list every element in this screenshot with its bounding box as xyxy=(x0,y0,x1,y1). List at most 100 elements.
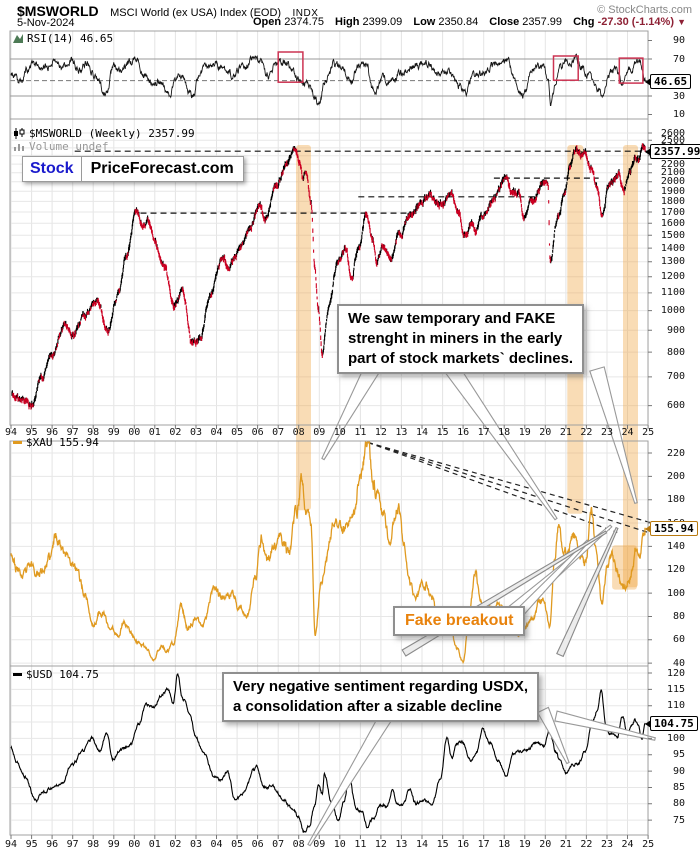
usd-legend: $USD 104.75 xyxy=(13,668,99,681)
rsi-legend: RSI(14) 46.65 xyxy=(13,32,113,45)
xau-value-tag: 155.94 xyxy=(645,521,698,536)
axis-tick-label: 220 xyxy=(666,447,685,459)
year-label: 06 xyxy=(251,427,264,438)
axis-tick-label: 1400 xyxy=(660,242,685,254)
usd-legend-label: $USD 104.75 xyxy=(26,668,99,681)
price-legend: $MSWORLD (Weekly) 2357.99 xyxy=(13,127,195,140)
callout-arrow xyxy=(445,363,558,521)
axis-tick-label: 75 xyxy=(672,814,685,826)
year-label: 11 xyxy=(354,427,367,438)
xau-line-icon xyxy=(13,441,22,444)
index-name: MSCI World (ex USA) Index (EOD) xyxy=(110,7,282,19)
highlight-band xyxy=(623,145,638,588)
year-label: 13 xyxy=(395,839,408,850)
year-label: 09 xyxy=(313,427,326,438)
year-label: 04 xyxy=(210,427,223,438)
year-label: 95 xyxy=(25,427,38,438)
x-axis-labels-mid: 94 95 96 97 98 99 00 01 02 03 04 05 06 07 08 09 10 11 12 13… xyxy=(0,427,700,439)
axis-tick-label: 2500 xyxy=(660,134,685,146)
axis-tick-label: 1800 xyxy=(660,195,685,207)
high-label: High xyxy=(335,16,360,28)
year-label: 08 xyxy=(292,839,305,850)
axis-tick-label: 1200 xyxy=(660,271,685,283)
year-label: 00 xyxy=(128,839,141,850)
year-label: 24 xyxy=(621,427,634,438)
year-label: 22 xyxy=(580,839,593,850)
axis-tick-label: 700 xyxy=(666,371,685,383)
ohlc-quote-row: Open 2374.75 High 2399.09 Low 2350.84 Cl… xyxy=(253,16,686,28)
year-label: 07 xyxy=(272,427,285,438)
callout-arrow xyxy=(556,526,619,658)
year-label: 19 xyxy=(518,839,531,850)
volume-legend: Volume undef xyxy=(13,140,108,153)
callout-arrow xyxy=(536,706,570,765)
close-value: 2357.99 xyxy=(522,16,563,28)
year-label: 14 xyxy=(415,427,429,438)
price-legend-label: $MSWORLD (Weekly) 2357.99 xyxy=(29,127,195,140)
fake-breakout-label: Fake breakout xyxy=(393,606,526,636)
open-value: 2374.75 xyxy=(284,16,324,28)
axis-tick-label: 900 xyxy=(666,324,685,336)
highlight-band xyxy=(296,145,311,511)
usd-line-icon xyxy=(13,673,22,676)
xau-series xyxy=(10,441,646,665)
axis-tick-label: 1700 xyxy=(660,206,685,218)
year-label: 20 xyxy=(539,427,552,438)
year-label: 07 xyxy=(272,839,285,850)
axis-tick-label: 140 xyxy=(666,540,685,552)
year-label: 24 xyxy=(621,839,634,850)
axis-tick-label: 60 xyxy=(672,634,685,646)
axis-tick-label: 10 xyxy=(672,109,685,120)
year-label: 25 xyxy=(642,427,655,438)
year-label: 16 xyxy=(457,427,470,438)
year-label: 25 xyxy=(642,839,655,850)
axis-tick-label: 800 xyxy=(666,346,685,358)
usdx-annotation-box: Very negative sentiment regarding USDX, … xyxy=(222,672,540,722)
axis-tick-label: 2000 xyxy=(660,176,685,188)
axis-tick-label: 80 xyxy=(672,611,685,622)
year-label: 03 xyxy=(189,839,203,850)
axis-tick-label: 110 xyxy=(666,700,685,712)
year-label: 10 xyxy=(333,427,346,438)
axis-tick-label: 2200 xyxy=(660,158,685,170)
callout-arrow xyxy=(307,705,397,847)
year-label: 03 xyxy=(189,427,203,438)
axis-tick-label: 100 xyxy=(666,587,685,599)
year-label: 20 xyxy=(539,839,552,850)
year-label: 94 xyxy=(4,427,18,438)
rsi-area-icon xyxy=(13,34,23,43)
year-label: 09 xyxy=(313,839,326,850)
year-label: 21 xyxy=(559,427,572,438)
logo-part-priceforecast: PriceForecast.com xyxy=(90,160,234,177)
volume-legend-label: Volume undef xyxy=(29,140,109,153)
axis-tick-label: 1100 xyxy=(660,287,685,299)
year-label: 19 xyxy=(518,427,531,438)
year-label: 98 xyxy=(87,427,100,438)
rsi-series xyxy=(10,53,646,106)
year-label: 02 xyxy=(169,839,182,850)
chg-label: Chg xyxy=(573,16,595,28)
year-label: 00 xyxy=(128,427,141,438)
miners-annotation-box: We saw temporary and FAKE strenght in mi… xyxy=(337,304,585,374)
price-candles xyxy=(11,143,646,410)
low-label: Low xyxy=(413,16,436,28)
year-label: 13 xyxy=(395,427,408,438)
year-label: 23 xyxy=(600,839,614,850)
year-label: 22 xyxy=(580,427,593,438)
year-label: 98 xyxy=(87,839,100,850)
year-label: 04 xyxy=(210,839,223,850)
year-label: 18 xyxy=(498,427,511,438)
year-label: 17 xyxy=(477,839,490,850)
close-label: Close xyxy=(489,16,520,28)
year-label: 01 xyxy=(148,427,161,438)
axis-tick-label: 95 xyxy=(672,749,685,761)
year-label: 97 xyxy=(66,427,79,438)
axis-tick-label: 1500 xyxy=(660,229,685,241)
year-label: 16 xyxy=(457,839,470,850)
callout-arrow xyxy=(321,364,380,461)
usdx-annotation-line2: a consolidation after a sizable decline xyxy=(233,698,503,715)
stockpriceforecast-logo: Stock PriceForecast.com xyxy=(22,156,244,182)
chg-value: -27.30 (-1.14%) xyxy=(597,16,674,28)
callout-arrow xyxy=(589,366,638,504)
